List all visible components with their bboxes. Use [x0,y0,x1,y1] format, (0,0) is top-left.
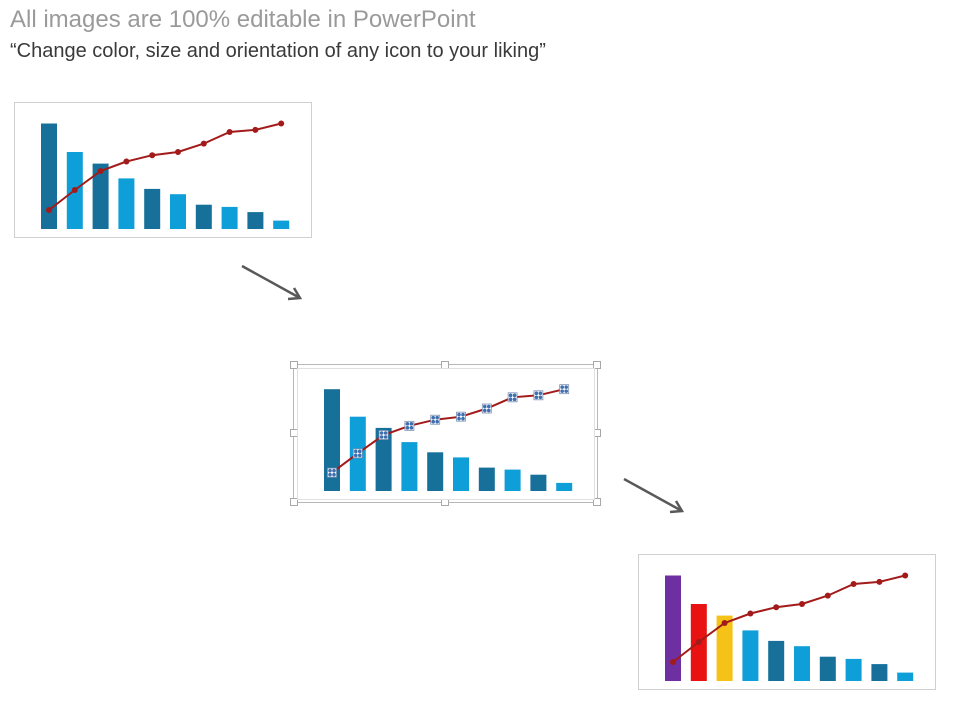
selection-box[interactable] [290,361,601,506]
chart-bar [845,658,862,681]
chart-point [278,120,285,127]
chart-bar [170,194,186,229]
chart-bar [794,646,810,681]
chart-selected[interactable] [297,368,595,500]
edit-point-marker [378,430,389,440]
chart-series-line [672,574,906,663]
chart-point [721,620,728,626]
chart-point [695,639,702,645]
chart-bar [742,630,759,681]
chart-point [902,572,909,579]
chart-point [97,168,104,174]
chart-original-svg [41,120,290,229]
chart-point [773,604,780,611]
edit-point-marker [404,420,415,431]
chart-point [670,659,676,665]
chart-point [252,126,259,133]
chart-point [123,158,130,165]
chart-point [747,610,754,617]
chart-point [824,592,831,599]
chart-bar [504,469,521,491]
resize-handle-sw[interactable] [290,498,298,506]
chart-point [799,601,805,607]
chart-point [226,129,233,135]
resize-handle-se[interactable] [593,498,601,506]
chart-bar [530,474,547,491]
chart-bar [118,178,135,229]
arrow-icon [241,264,303,301]
chart-bar [401,442,418,491]
chart-bar [221,206,238,229]
edit-point-marker [507,392,518,403]
chart-point [850,581,857,587]
resize-handle-nw[interactable] [290,361,298,369]
chart-point [175,149,181,155]
edit-point-marker [352,448,363,459]
chart-point [200,140,207,147]
chart-bar [247,212,264,229]
chart-point [149,152,156,159]
chart-bar [92,163,109,229]
arrow-icon [623,477,685,514]
chart-bar [897,672,914,681]
chart-bar [556,482,573,491]
chart-bar [871,664,888,681]
chart-bar [273,220,290,229]
chart-bar [453,457,469,491]
chart-bar [478,467,495,491]
chart-bar [665,575,681,681]
page-subtitle: “Change color, size and orientation of a… [10,40,546,62]
chart-bar [427,452,444,491]
chart-point [876,578,883,585]
chart-bar [768,640,785,681]
page-title: All images are 100% editable in PowerPoi… [10,6,476,33]
edit-point-marker [430,414,441,425]
chart-recolored[interactable] [638,554,936,690]
chart-point [71,187,78,193]
chart-recolored-svg [665,572,914,681]
chart-bar [324,389,340,491]
edit-point-marker [327,467,337,478]
chart-selected-svg [324,384,573,491]
chart-bar [144,188,161,229]
edit-point-marker [559,384,570,395]
chart-series-line [331,388,565,474]
chart-series-line [48,122,282,211]
edit-point-marker [481,403,492,414]
edit-point-marker [456,411,466,422]
resize-handle-ne[interactable] [593,361,601,369]
edit-point-marker [533,390,544,401]
chart-bar [195,204,212,229]
chart-bar [716,615,733,681]
chart-bar [819,656,836,681]
chart-original[interactable] [14,102,312,238]
chart-bar [375,427,392,491]
chart-point [46,207,52,213]
chart-bar [41,123,57,229]
